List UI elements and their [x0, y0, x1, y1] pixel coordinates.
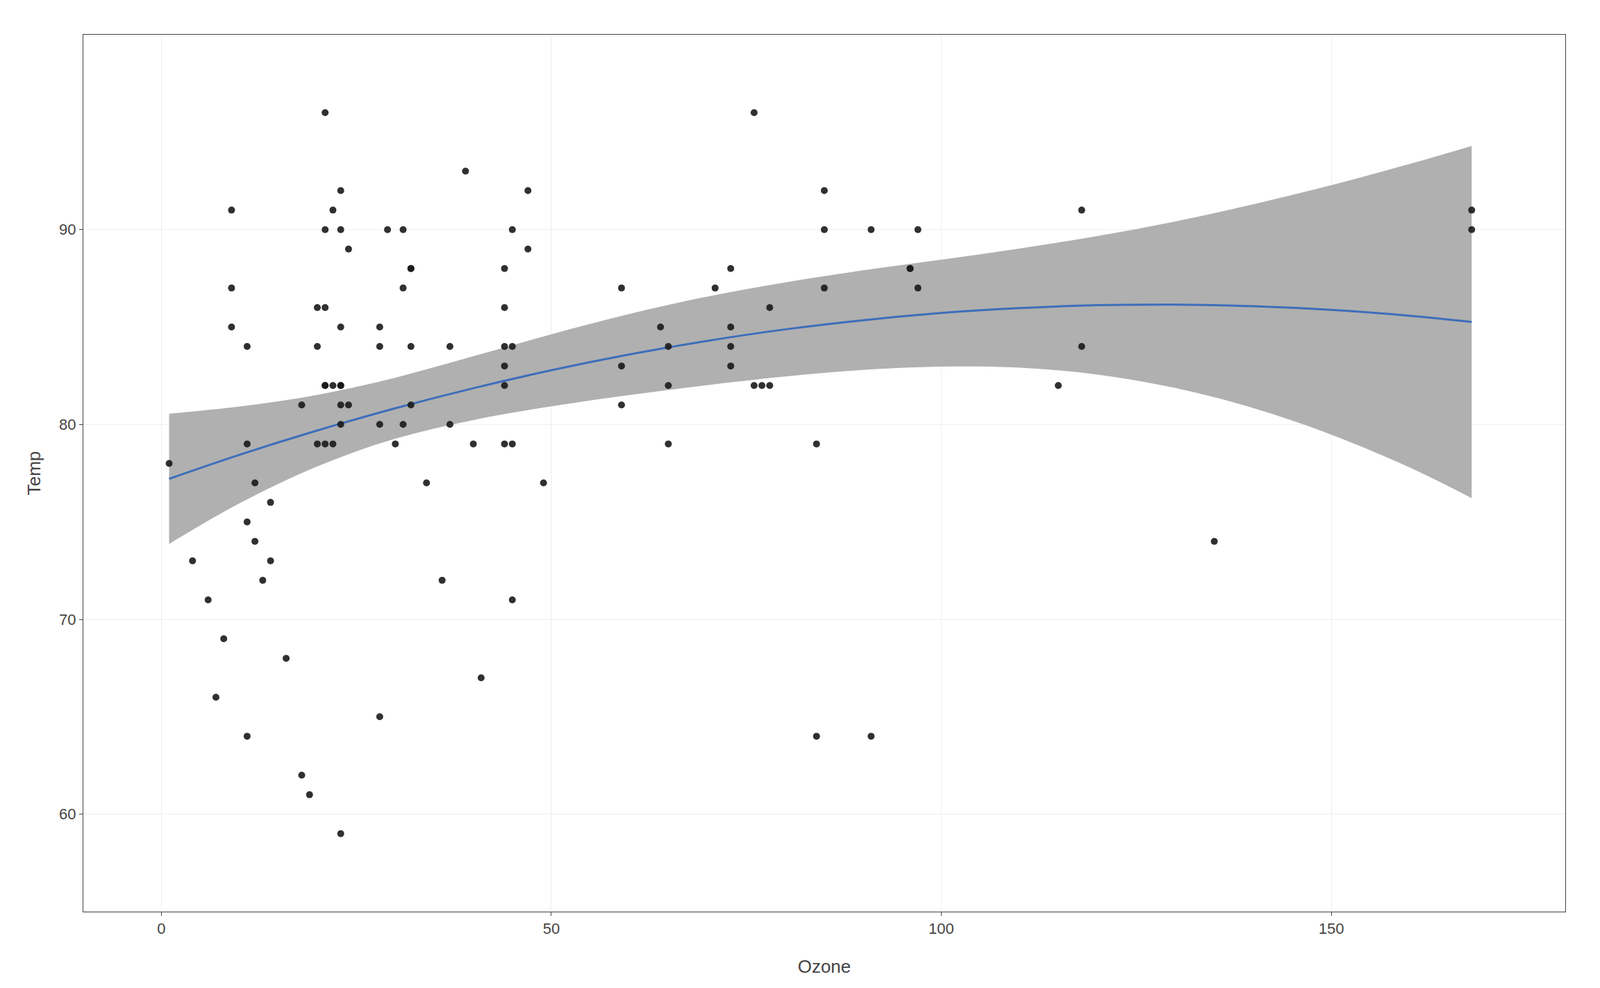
- svg-text:150: 150: [1318, 920, 1345, 938]
- svg-text:80: 80: [59, 415, 76, 434]
- svg-text:60: 60: [59, 805, 76, 823]
- svg-text:Temp: Temp: [23, 451, 45, 496]
- svg-text:0: 0: [156, 920, 166, 938]
- svg-text:90: 90: [59, 220, 76, 239]
- svg-text:Ozone: Ozone: [797, 956, 852, 978]
- svg-text:100: 100: [928, 920, 955, 938]
- svg-text:70: 70: [59, 611, 76, 629]
- svg-text:50: 50: [543, 920, 560, 938]
